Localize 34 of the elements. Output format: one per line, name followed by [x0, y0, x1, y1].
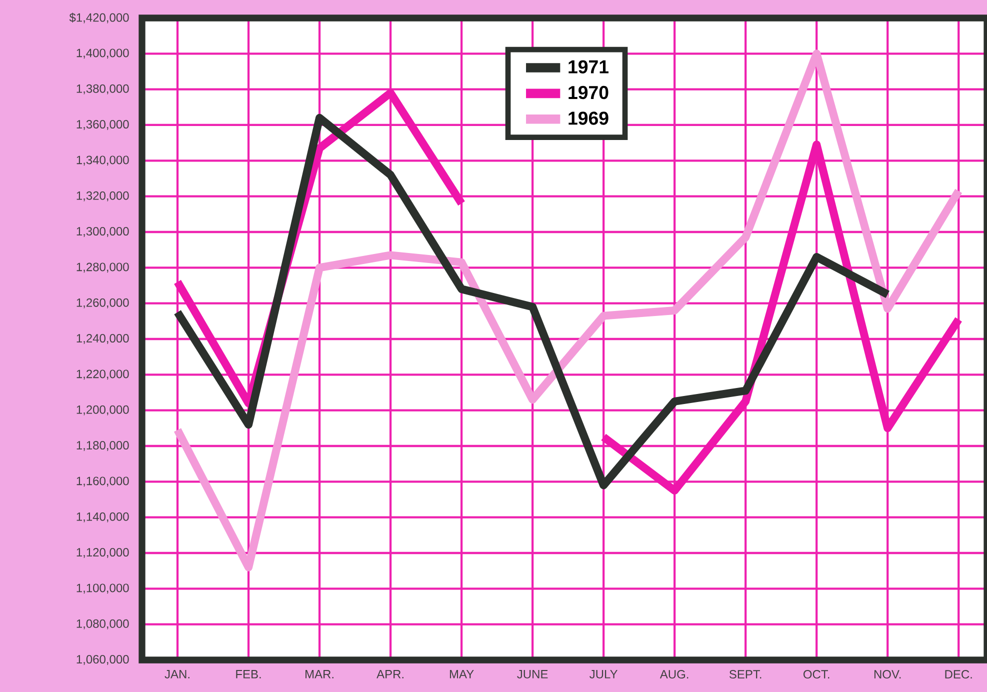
x-tick-label: MAR.	[306, 670, 334, 678]
x-tick-label: MAY	[450, 670, 474, 678]
y-tick-label: 1,180,000	[76, 441, 129, 451]
x-tick-label: AUG.	[660, 670, 688, 679]
y-tick-label: 1,120,000	[76, 548, 129, 558]
x-tick-label: JAN.	[164, 670, 190, 678]
y-tick-label: 1,200,000	[76, 405, 129, 416]
y-tick-label: 1,240,000	[76, 334, 129, 344]
y-tick-label: 1,400,000	[76, 48, 129, 59]
x-tick-label: FEB.	[236, 670, 261, 678]
y-tick-label: 1,320,000	[76, 191, 129, 202]
y-tick-label: 1,140,000	[76, 512, 129, 522]
y-tick-label: 1,360,000	[76, 120, 129, 130]
x-tick-label: OCT.	[803, 670, 830, 679]
y-tick-label: 1,100,000	[76, 584, 129, 594]
y-tick-label: 1,060,000	[76, 655, 129, 665]
legend-label: 1970	[568, 86, 608, 100]
y-tick-label: 1,300,000	[76, 227, 129, 237]
y-tick-label: 1,380,000	[76, 84, 129, 94]
x-tick-label: JULY	[590, 670, 618, 678]
x-tick-label: JUNE	[517, 670, 548, 678]
x-tick-label: APR.	[376, 670, 404, 678]
y-tick-label: 1,260,000	[76, 298, 129, 308]
legend-label: 1971	[568, 60, 608, 74]
x-tick-label: SEPT.	[729, 670, 762, 679]
x-tick-label: DEC.	[945, 670, 972, 679]
y-tick-label: 1,220,000	[76, 370, 129, 380]
y-tick-label: $1,420,000	[69, 12, 129, 24]
x-tick-label: NOV.	[874, 670, 901, 679]
y-tick-label: 1,080,000	[76, 619, 129, 630]
y-tick-label: 1,280,000	[76, 262, 129, 273]
y-tick-label: 1,340,000	[76, 156, 129, 166]
legend-label: 1969	[568, 112, 608, 125]
y-tick-label: 1,160,000	[76, 476, 129, 487]
